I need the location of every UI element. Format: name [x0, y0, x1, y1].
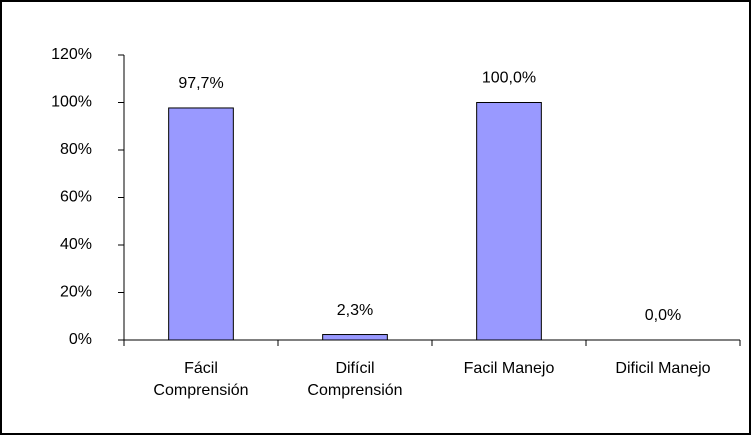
data-label: 100,0% [482, 70, 536, 87]
bar [476, 102, 542, 341]
y-tick-label: 100% [51, 94, 92, 111]
bar [322, 334, 388, 341]
x-tick-label: Facil Manejo [463, 360, 555, 377]
y-tick-label: 40% [60, 236, 92, 253]
y-tick-label: 120% [51, 46, 92, 63]
bar [168, 107, 234, 341]
x-tick-label: Fácil Comprensión [153, 360, 249, 399]
x-tick-label: Difícil Comprensión [307, 360, 403, 399]
y-tick-label: 0% [69, 331, 92, 348]
y-tick-label: 60% [60, 189, 92, 206]
y-tick-label: 20% [60, 284, 92, 301]
y-tick-label: 80% [60, 141, 92, 158]
data-label: 0,0% [645, 307, 681, 324]
data-label: 97,7% [178, 75, 223, 92]
data-label: 2,3% [337, 302, 373, 319]
x-tick-label: Dificil Manejo [615, 360, 711, 377]
